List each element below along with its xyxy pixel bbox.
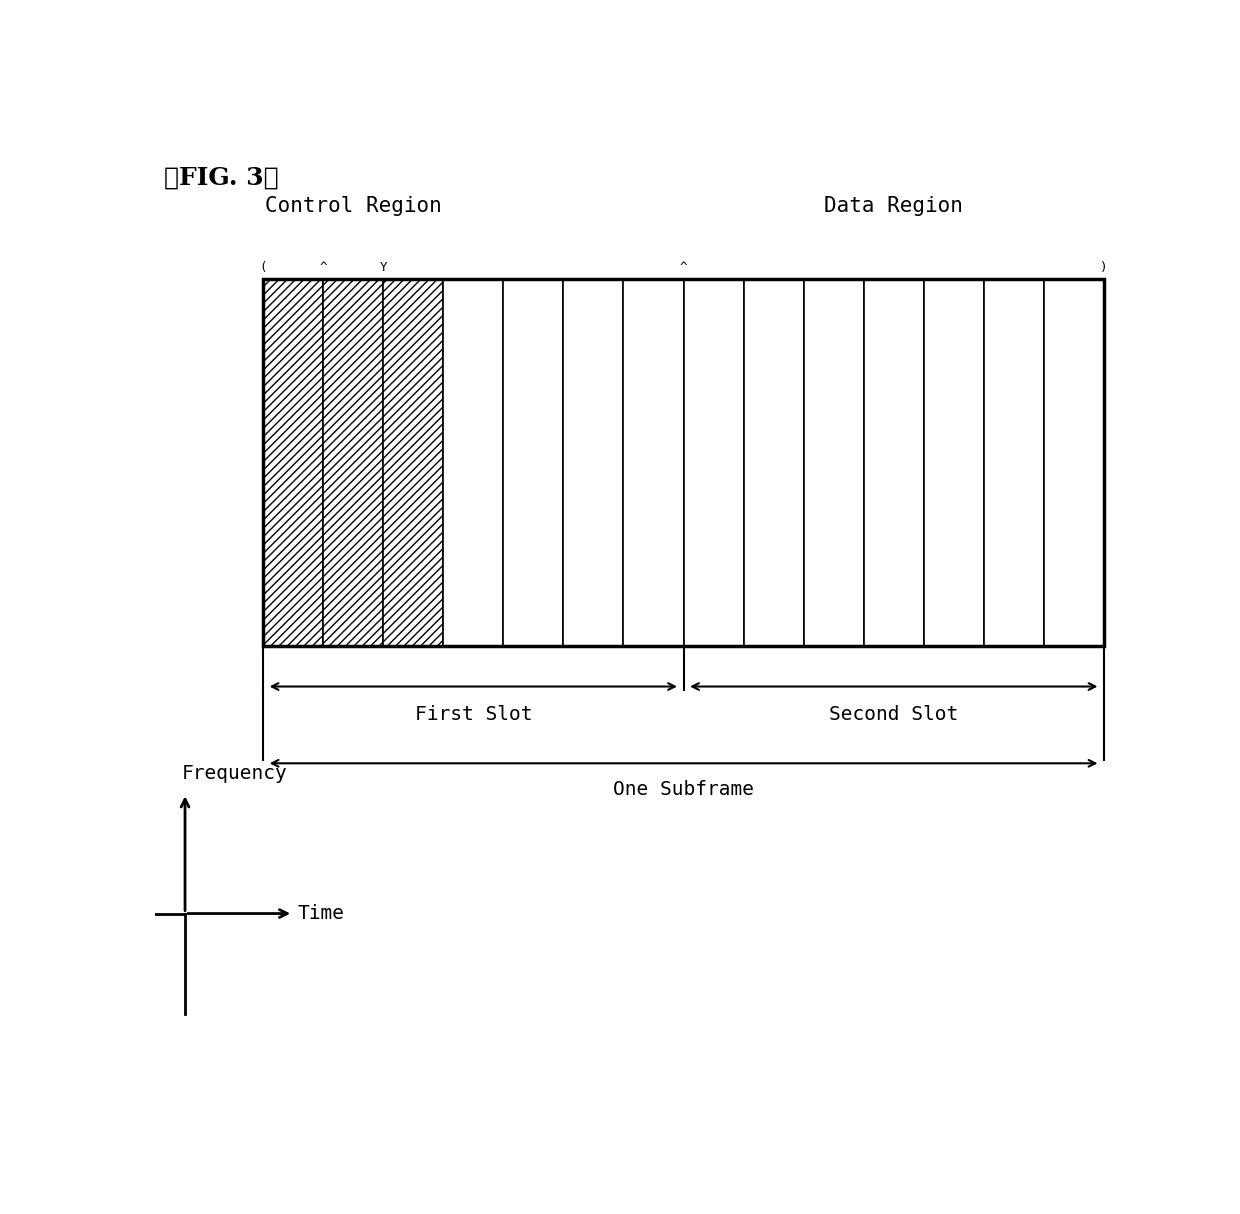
Bar (383, 279, 444, 646)
Bar (324, 279, 383, 646)
Bar (804, 279, 864, 646)
Text: First Slot: First Slot (414, 705, 532, 725)
Text: Time: Time (298, 904, 345, 923)
Bar (263, 279, 324, 646)
Text: (: ( (259, 261, 267, 274)
Bar (744, 279, 804, 646)
Bar (924, 279, 983, 646)
Bar (864, 279, 924, 646)
Text: Data Region: Data Region (825, 195, 963, 216)
Bar (563, 279, 624, 646)
Text: One Subframe: One Subframe (613, 781, 754, 799)
Bar (503, 279, 563, 646)
Text: ^: ^ (680, 261, 687, 274)
Text: 』FIG. 3『: 』FIG. 3『 (164, 165, 279, 189)
Text: Control Region: Control Region (265, 195, 441, 216)
Text: ): ) (1100, 261, 1107, 274)
Bar (263, 279, 1104, 646)
Bar (683, 279, 744, 646)
Text: Second Slot: Second Slot (830, 705, 959, 725)
Bar (444, 279, 503, 646)
Bar (1044, 279, 1104, 646)
Text: Y: Y (379, 261, 387, 274)
Bar (624, 279, 683, 646)
Text: Frequency: Frequency (182, 765, 288, 783)
Text: ^: ^ (320, 261, 327, 274)
Bar (983, 279, 1044, 646)
